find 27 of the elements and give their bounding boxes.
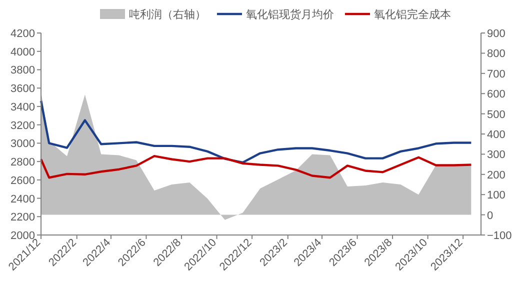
- y2-tick-label: −100: [487, 230, 512, 242]
- y-tick-label: 2200: [10, 212, 35, 224]
- legend-label: 氧化铝现货月均价: [246, 9, 334, 21]
- y2-tick-label: 700: [487, 68, 506, 80]
- y-tick-label: 3200: [10, 120, 35, 132]
- y-tick-label: 4200: [10, 28, 35, 40]
- y-tick-label: 3000: [10, 138, 35, 150]
- line-series: [40, 100, 472, 164]
- legend-label: 氧化铝完全成本: [374, 8, 451, 21]
- y2-tick-label: 0: [487, 210, 494, 222]
- y-tick-label: 3400: [10, 101, 35, 114]
- line-series: [40, 154, 472, 179]
- y2-tick-label: 500: [487, 108, 506, 121]
- y2-tick-label: 600: [487, 88, 506, 101]
- y2-tick-label: 800: [487, 48, 506, 60]
- y2-tick-label: 100: [487, 190, 506, 202]
- y-tick-label: 3600: [10, 83, 35, 96]
- y-tick-label: 2800: [10, 156, 35, 169]
- y-tick-label: 3800: [10, 64, 35, 77]
- y2-tick-label: 400: [487, 129, 506, 141]
- y-tick-label: 4000: [10, 46, 35, 58]
- y-tick-label: 2400: [10, 193, 35, 206]
- y2-tick-label: 300: [487, 149, 506, 162]
- y2-tick-label: 900: [487, 28, 506, 40]
- y2-tick-label: 200: [487, 169, 506, 182]
- y-tick-label: 2600: [10, 174, 35, 187]
- legend-label: 吨利润（右轴）: [129, 8, 206, 21]
